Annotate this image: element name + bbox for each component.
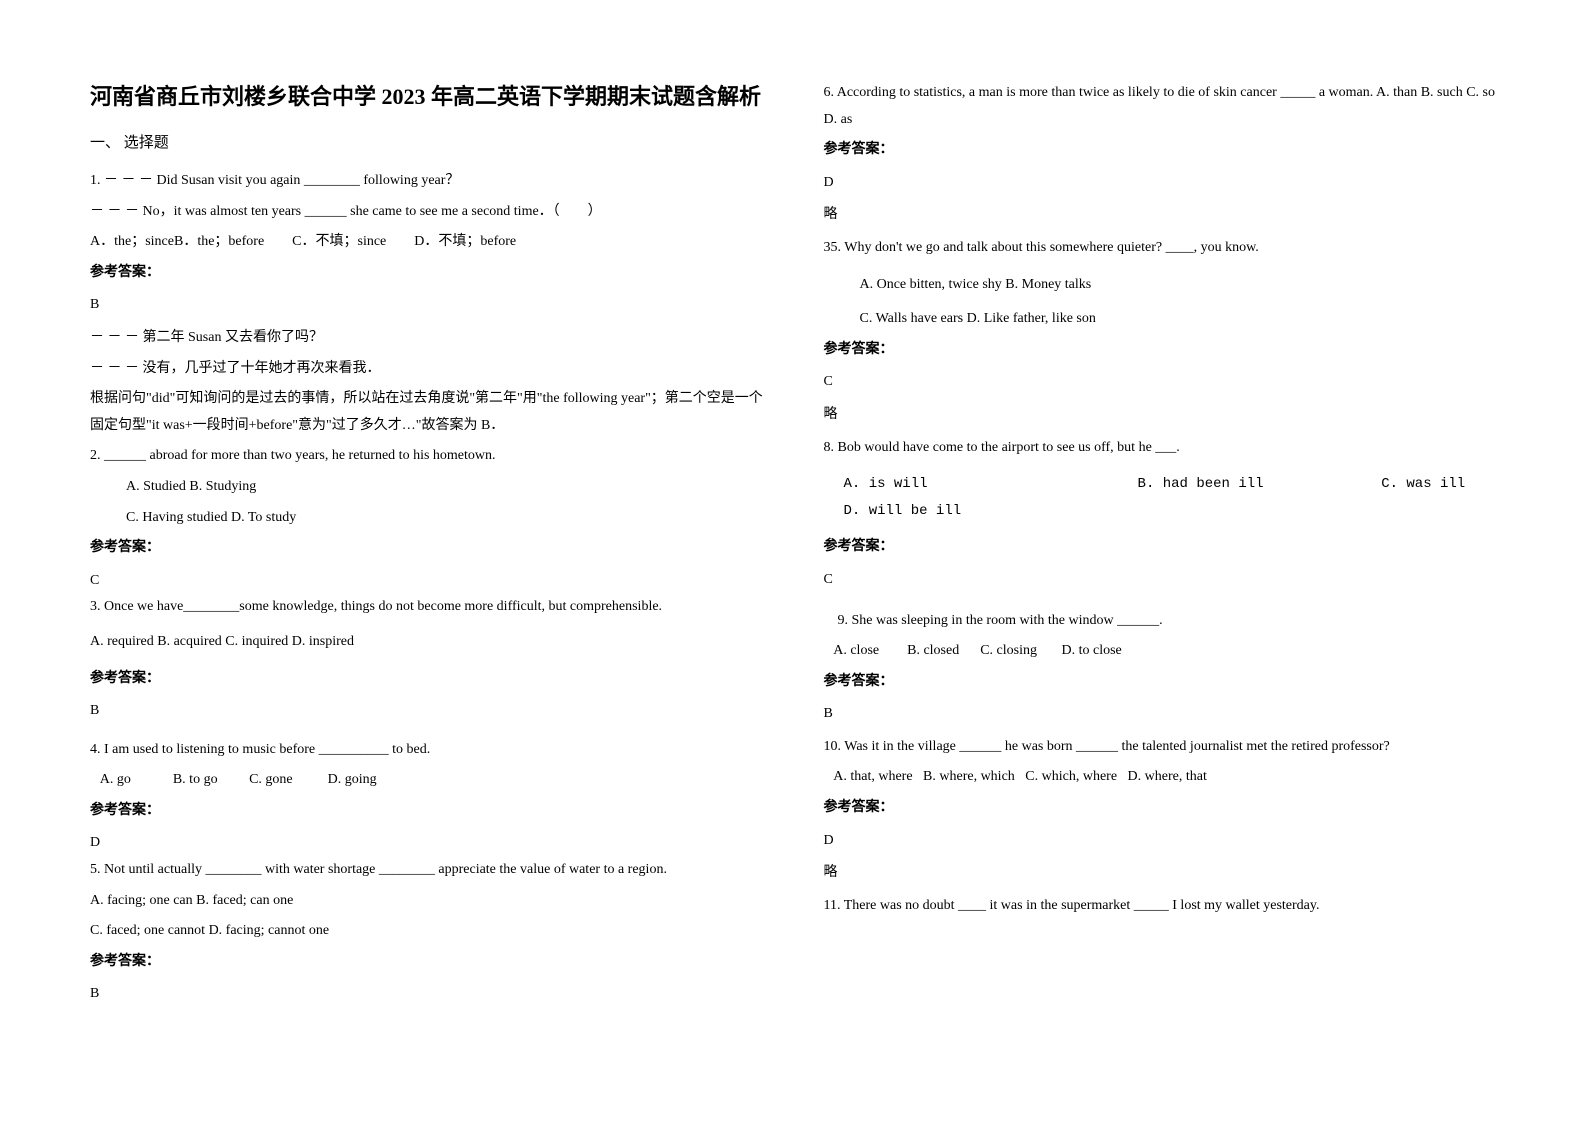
q7-optionsB: C. Walls have ears D. Like father, like … [824, 306, 1498, 333]
q9-line1: 9. She was sleeping in the room with the… [824, 608, 1498, 635]
document-title: 河南省商丘市刘楼乡联合中学 2023 年高二英语下学期期末试题含解析 [90, 80, 764, 113]
q10-ref-label: 参考答案： [824, 795, 1498, 822]
q10-options: A. that, where B. where, which C. which,… [824, 764, 1498, 791]
q5-optionsA: A. facing; one can B. faced; can one [90, 888, 764, 915]
q5-line1: 5. Not until actually ________ with wate… [90, 857, 764, 884]
q5-ref-label: 参考答案： [90, 949, 764, 976]
q2-optionsA: A. Studied B. Studying [90, 474, 764, 501]
q5-answer: B [90, 981, 764, 1008]
q7-line1: 35. Why don't we go and talk about this … [824, 235, 1498, 262]
q5-optionsB: C. faced; one cannot D. facing; cannot o… [90, 918, 764, 945]
q10-lue: 略 [824, 860, 1498, 887]
q4-answer: D [90, 830, 764, 857]
right-column: 6. According to statistics, a man is mor… [824, 80, 1498, 1014]
q3-options: A. required B. acquired C. inquired D. i… [90, 629, 764, 656]
section-heading: 一、 选择题 [90, 131, 764, 152]
q6-ref-label: 参考答案： [824, 137, 1498, 164]
q11-line1: 11. There was no doubt ____ it was in th… [824, 893, 1498, 920]
q8-ref-label: 参考答案： [824, 534, 1498, 561]
q8-line1: 8. Bob would have come to the airport to… [824, 435, 1498, 462]
q7-ref-label: 参考答案： [824, 337, 1498, 364]
q2-ref-label: 参考答案： [90, 535, 764, 562]
q9-answer: B [824, 701, 1498, 728]
q4-line1: 4. I am used to listening to music befor… [90, 737, 764, 764]
q7-answer: C [824, 369, 1498, 396]
q6-line1: 6. According to statistics, a man is mor… [824, 80, 1498, 133]
q2-optionsB: C. Having studied D. To study [90, 505, 764, 532]
q1-explain3: 根据问句"did"可知询问的是过去的事情，所以站在过去角度说"第二年"用"the… [90, 386, 764, 439]
q10-line1: 10. Was it in the village ______ he was … [824, 734, 1498, 761]
q7-optionsA: A. Once bitten, twice shy B. Money talks [824, 272, 1498, 299]
q9-ref-label: 参考答案： [824, 669, 1498, 696]
q1-explain2: － － － 没有，几乎过了十年她才再次来看我． [90, 356, 764, 383]
q8-answer: C [824, 567, 1498, 594]
left-column: 河南省商丘市刘楼乡联合中学 2023 年高二英语下学期期末试题含解析 一、 选择… [90, 80, 764, 1014]
q6-lue: 略 [824, 202, 1498, 229]
q6-answer: D [824, 170, 1498, 197]
q3-answer: B [90, 698, 764, 725]
q4-ref-label: 参考答案： [90, 798, 764, 825]
q1-line1: 1. － － － Did Susan visit you again _____… [90, 168, 764, 195]
q2-answer: C [90, 568, 764, 595]
q3-line1: 3. Once we have________some knowledge, t… [90, 594, 764, 621]
q4-options: A. go B. to go C. gone D. going [90, 767, 764, 794]
q8-options: A. is will B. had been ill C. was ill D.… [824, 471, 1498, 524]
page-container: 河南省商丘市刘楼乡联合中学 2023 年高二英语下学期期末试题含解析 一、 选择… [90, 80, 1497, 1014]
q7-lue: 略 [824, 402, 1498, 429]
q10-answer: D [824, 828, 1498, 855]
q1-answer: B [90, 292, 764, 319]
q3-ref-label: 参考答案： [90, 666, 764, 693]
q9-options: A. close B. closed C. closing D. to clos… [824, 638, 1498, 665]
q1-line2: － － － No，it was almost ten years ______ … [90, 199, 764, 226]
q2-line1: 2. ______ abroad for more than two years… [90, 443, 764, 470]
q1-options: A．the；sinceB．the；before C．不填；since D．不填；… [90, 229, 764, 256]
q1-ref-label: 参考答案： [90, 260, 764, 287]
q1-explain1: － － － 第二年 Susan 又去看你了吗？ [90, 325, 764, 352]
